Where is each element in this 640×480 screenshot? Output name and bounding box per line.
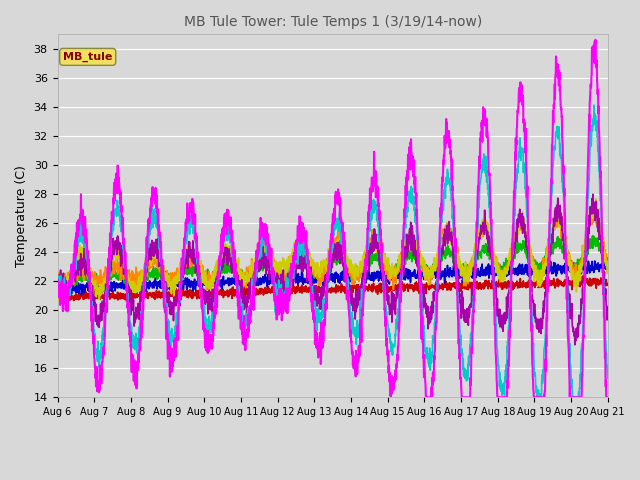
- Title: MB Tule Tower: Tule Temps 1 (3/19/14-now): MB Tule Tower: Tule Temps 1 (3/19/14-now…: [184, 15, 482, 29]
- Text: MB_tule: MB_tule: [63, 52, 113, 62]
- Y-axis label: Temperature (C): Temperature (C): [15, 165, 28, 267]
